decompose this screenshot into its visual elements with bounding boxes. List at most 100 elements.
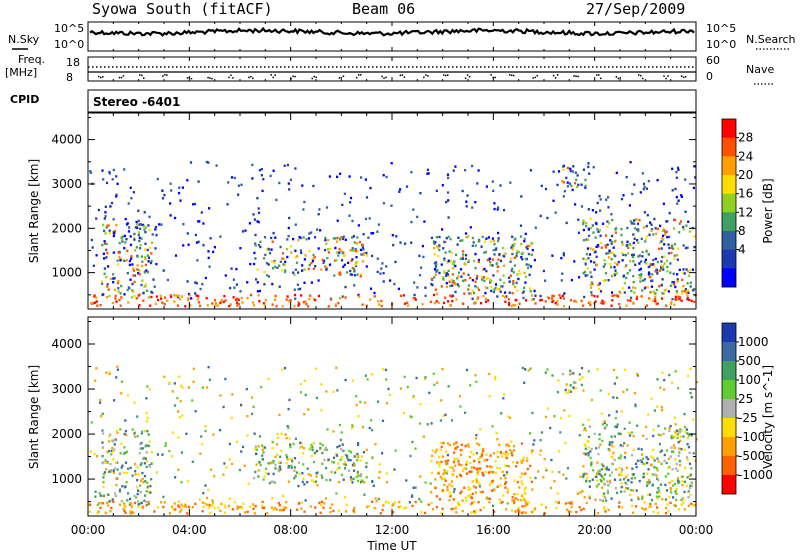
range-time-cell <box>296 283 299 286</box>
range-time-cell <box>430 277 433 281</box>
range-time-cell <box>667 466 670 469</box>
range-time-cell <box>445 237 448 240</box>
range-time-cell <box>274 455 277 459</box>
range-time-cell <box>235 267 238 271</box>
range-time-cell <box>272 461 275 464</box>
range-time-cell <box>99 494 102 497</box>
range-time-cell <box>344 461 347 464</box>
range-time-cell <box>450 480 453 483</box>
range-time-cell <box>577 231 580 234</box>
range-time-cell <box>669 455 672 458</box>
range-time-cell <box>673 257 676 260</box>
range-time-cell <box>583 496 586 499</box>
range-time-cell <box>456 445 459 449</box>
range-time-cell <box>191 460 194 463</box>
range-time-cell <box>635 297 638 300</box>
range-time-cell <box>587 440 590 443</box>
range-time-cell <box>642 462 645 465</box>
range-time-cell <box>681 480 684 483</box>
range-time-cell <box>458 395 461 398</box>
range-time-cell <box>544 300 547 303</box>
range-time-cell <box>116 468 119 471</box>
range-time-cell <box>332 237 335 240</box>
range-time-cell <box>582 304 585 307</box>
range-time-cell <box>595 447 598 450</box>
range-time-cell <box>385 472 388 475</box>
range-time-cell <box>141 430 144 433</box>
range-time-cell <box>693 235 696 238</box>
range-time-cell <box>353 284 356 287</box>
range-time-cell <box>553 480 556 483</box>
range-time-cell <box>615 410 618 413</box>
range-time-cell <box>596 368 599 371</box>
range-time-cell <box>261 504 264 507</box>
range-time-cell <box>653 459 656 462</box>
range-time-cell <box>258 289 261 293</box>
nave-dip-mark <box>100 76 102 79</box>
range-time-cell <box>631 286 635 289</box>
range-time-cell <box>102 252 105 255</box>
range-time-cell <box>181 505 185 508</box>
range-time-cell <box>103 267 106 270</box>
range-time-cell <box>156 177 159 181</box>
range-time-cell <box>686 458 689 461</box>
range-time-cell <box>293 466 296 469</box>
range-time-cell <box>361 425 364 429</box>
range-time-cell <box>292 271 295 274</box>
range-time-cell <box>274 298 277 301</box>
range-time-cell <box>436 245 439 248</box>
range-time-cell <box>101 446 105 449</box>
range-time-cell <box>663 388 666 391</box>
range-time-cell <box>664 511 668 515</box>
range-time-cell <box>419 192 422 195</box>
range-time-cell <box>685 484 689 488</box>
range-time-cell <box>106 251 109 255</box>
range-time-cell <box>502 397 505 400</box>
range-time-cell <box>222 300 225 304</box>
range-time-cell <box>462 250 465 253</box>
range-time-cell <box>364 374 367 377</box>
range-time-cell <box>312 184 315 188</box>
range-time-cell <box>667 472 670 475</box>
range-time-cell <box>611 218 614 222</box>
range-time-cell <box>513 449 516 452</box>
range-time-cell <box>587 228 590 231</box>
range-time-cell <box>606 489 609 492</box>
range-time-cell <box>651 279 654 282</box>
range-time-cell <box>214 302 218 305</box>
range-time-cell <box>169 294 172 297</box>
range-time-cell <box>561 180 564 183</box>
range-time-cell <box>684 210 687 213</box>
range-time-cell <box>339 438 342 442</box>
nave-dip-mark <box>403 76 406 78</box>
range-time-cell <box>129 502 132 505</box>
range-time-cell <box>429 482 432 485</box>
range-time-cell <box>438 455 441 459</box>
range-time-cell <box>154 228 157 231</box>
range-time-cell <box>271 497 274 500</box>
range-time-cell <box>149 304 152 307</box>
range-time-cell <box>351 248 354 252</box>
range-time-cell <box>219 235 222 238</box>
range-time-cell <box>314 265 317 268</box>
range-time-cell <box>616 294 619 297</box>
range-time-cell <box>180 503 183 506</box>
range-time-cell <box>131 263 134 266</box>
range-time-cell <box>451 281 454 284</box>
range-time-cell <box>263 283 266 286</box>
range-time-cell <box>499 278 502 281</box>
range-time-cell <box>520 461 523 464</box>
range-time-cell <box>651 484 654 487</box>
range-time-cell <box>613 266 616 269</box>
range-time-cell <box>450 419 454 422</box>
range-time-cell <box>412 486 415 489</box>
nave-dip-mark <box>577 75 579 78</box>
range-time-cell <box>620 410 623 413</box>
range-time-cell <box>603 301 606 304</box>
range-time-cell <box>377 223 380 226</box>
range-time-cell <box>632 233 635 236</box>
range-time-cell <box>675 429 678 432</box>
range-time-cell <box>689 484 692 487</box>
range-time-cell <box>452 460 455 464</box>
range-time-cell <box>674 490 677 493</box>
